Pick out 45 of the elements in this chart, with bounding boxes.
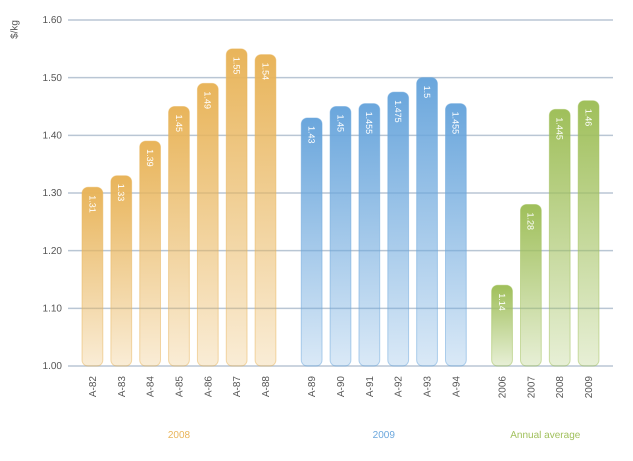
x-tick-label: A-91 <box>364 376 376 398</box>
x-tick-label: A-83 <box>116 376 128 398</box>
x-tick-label: A-93 <box>422 376 434 398</box>
data-label: 1.455 <box>364 112 374 134</box>
data-label: 1.39 <box>144 149 155 167</box>
x-tick-label: A-85 <box>174 376 186 398</box>
y-tick-label: 1.40 <box>42 130 62 142</box>
data-label: 1.49 <box>202 91 213 109</box>
x-tick-label: A-84 <box>146 376 157 398</box>
data-label: 1.33 <box>116 184 126 202</box>
data-label: 1.54 <box>260 62 270 80</box>
text: Annual average <box>510 430 581 441</box>
x-tick-label: 2008 <box>555 376 566 398</box>
x-tick-label: A-94 <box>451 376 462 398</box>
data-label: 1.28 <box>526 212 536 230</box>
x-tick-label: A-90 <box>336 376 347 398</box>
data-label: 1.55 <box>232 56 242 74</box>
data-label: 1.5 <box>422 86 432 98</box>
y-tick-label: 1.10 <box>42 304 62 315</box>
data-label: 1.46 <box>583 108 594 126</box>
x-tick-label: A-89 <box>307 376 318 398</box>
x-tick-label: A-88 <box>261 376 272 398</box>
data-label: 1.455 <box>450 112 461 134</box>
x-tick-label: 2009 <box>584 376 596 398</box>
x-tick-label: 2006 <box>498 376 509 398</box>
x-tick-label: A-86 <box>203 376 214 398</box>
text: 2009 <box>372 430 396 441</box>
x-tick-label: A-92 <box>394 376 405 398</box>
x-tick-label: 2007 <box>526 376 538 398</box>
x-tick-label: A-82 <box>88 376 99 398</box>
data-label: 1.43 <box>306 126 317 144</box>
y-tick-label: 1.20 <box>42 246 62 257</box>
y-tick-label: 1.30 <box>42 188 62 200</box>
data-label: 1.31 <box>87 195 98 213</box>
data-label: 1.445 <box>554 117 565 140</box>
y-axis-title: $/kg <box>10 20 20 39</box>
data-label: 1.475 <box>393 100 404 123</box>
data-label: 1.45 <box>174 114 184 132</box>
data-label: 1.45 <box>335 114 346 132</box>
text: 2008 <box>168 430 191 441</box>
y-tick-label: 1.60 <box>42 15 62 26</box>
data-label: 1.14 <box>496 293 507 311</box>
y-tick-label: 1.50 <box>42 72 62 84</box>
y-tick-label: 1.00 <box>42 361 62 372</box>
x-tick-label: A-87 <box>232 376 244 398</box>
